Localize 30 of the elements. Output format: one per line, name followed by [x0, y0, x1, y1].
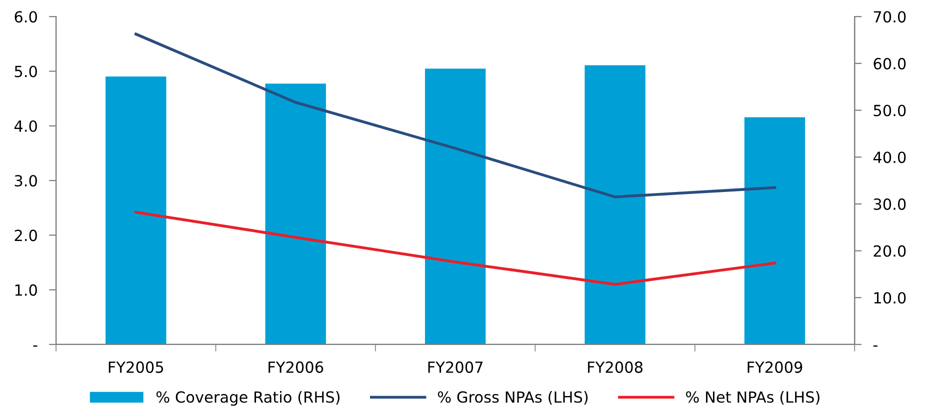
- y-tick-label: 2.0: [14, 230, 37, 242]
- bar: [424, 68, 486, 344]
- legend-label: % Net NPAs (LHS): [686, 391, 820, 405]
- y2-tick-label: 60.0: [874, 58, 906, 70]
- y-tick-label: 1.0: [15, 284, 37, 296]
- legend-label: % Gross NPAs (LHS): [438, 391, 588, 405]
- legend-label: % Coverage Ratio (RHS): [156, 390, 340, 406]
- y-tick-label: 6.0: [14, 11, 37, 23]
- y2-tick-label: 50.0: [874, 104, 906, 116]
- bar: [584, 65, 646, 344]
- bar: [106, 76, 166, 344]
- y2-tick-label: 70.0: [874, 11, 906, 23]
- y2-tick-label: -: [873, 345, 878, 347]
- x-tick-label: FY2009: [748, 361, 802, 373]
- x-tick-label: FY2007: [428, 361, 483, 373]
- y-tick-label: -: [33, 345, 38, 347]
- line-series: [134, 210, 776, 286]
- y-tick-label: 3.0: [14, 174, 37, 187]
- y2-tick-label: 30.0: [874, 198, 906, 210]
- y-tick-label: 4.0: [14, 120, 37, 132]
- y2-tick-label: 10.0: [874, 292, 906, 304]
- x-tick-label: FY2005: [108, 361, 164, 373]
- y-tick-label: 5.0: [14, 66, 37, 78]
- x-tick-label: FY2008: [588, 361, 642, 373]
- y2-tick-label: 20.0: [874, 245, 906, 257]
- x-tick-label: FY2006: [268, 361, 324, 373]
- y2-tick-label: 40.0: [873, 152, 906, 164]
- line-series: [134, 32, 776, 198]
- bar: [265, 84, 326, 344]
- bar: [744, 117, 806, 344]
